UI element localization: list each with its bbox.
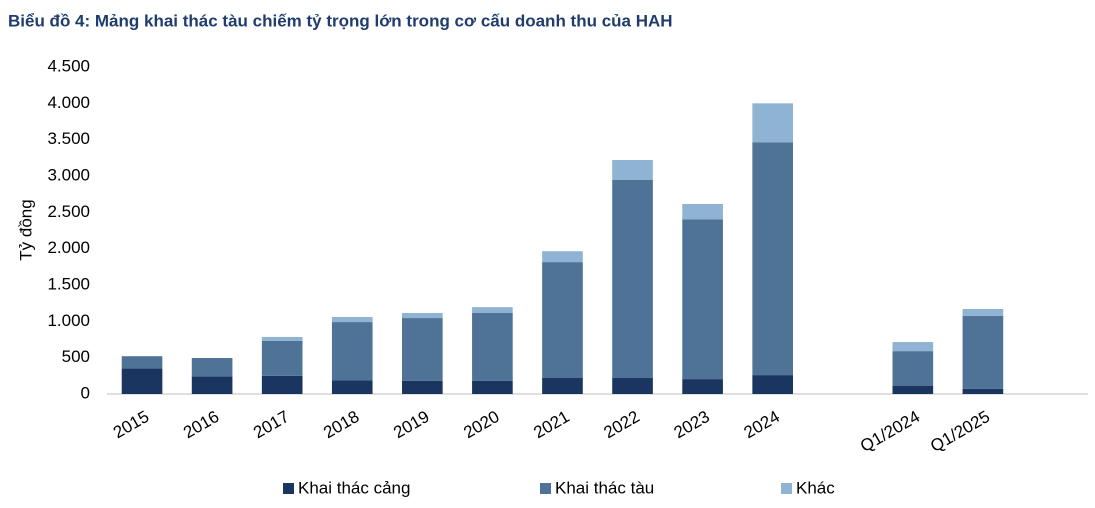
x-tick-label: 2018	[320, 407, 362, 442]
chart-title: Biểu đồ 4: Mảng khai thác tàu chiếm tỷ t…	[8, 11, 673, 30]
bar-segment	[261, 340, 303, 376]
legend-label: Khác	[796, 478, 835, 497]
y-axis-label: Tỷ đồng	[16, 199, 35, 260]
y-tick-label: 3.000	[47, 165, 90, 184]
bar-segment	[612, 378, 653, 394]
bar-segment	[752, 103, 793, 143]
bar-segment	[962, 315, 1004, 389]
x-tick-label: Q1/2024	[857, 407, 923, 456]
legend-label: Khai thác cảng	[298, 478, 410, 497]
y-tick-label: 0	[81, 383, 90, 402]
bar-segment	[261, 375, 303, 394]
bar-segment	[752, 375, 793, 394]
bar-segment	[542, 378, 583, 394]
bar-segment	[121, 368, 163, 394]
y-tick-label: 3.500	[47, 129, 90, 148]
y-tick-label: 1.000	[47, 311, 90, 330]
bar-segment	[261, 336, 303, 341]
bar-segment	[612, 160, 653, 180]
bar-segment	[472, 307, 513, 313]
x-tick-label: 2019	[390, 407, 432, 442]
bar-segment	[962, 308, 1004, 316]
bar-segment	[542, 262, 583, 379]
legend-swatch	[781, 483, 792, 494]
bar-segment	[892, 351, 934, 387]
bar-segment	[962, 388, 1004, 394]
y-tick-label: 2.500	[47, 202, 90, 221]
bar-segment	[472, 312, 513, 381]
bar-segment	[121, 356, 163, 369]
bar-segment	[191, 358, 233, 377]
y-tick-label: 4.500	[47, 56, 90, 75]
x-tick-label: 2023	[671, 407, 713, 442]
bar-segment	[682, 379, 723, 394]
x-tick-label: 2022	[601, 407, 643, 442]
bar-segment	[402, 318, 443, 381]
x-tick-label: Q1/2025	[927, 407, 993, 456]
bar-segment	[542, 251, 583, 263]
y-tick-label: 1.500	[47, 274, 90, 293]
x-tick-label: 2017	[250, 407, 292, 442]
x-tick-label: 2015	[110, 407, 152, 442]
bar-segment	[892, 386, 934, 394]
legend-swatch	[540, 483, 551, 494]
bar-segment	[402, 380, 443, 394]
y-tick-label: 4.000	[47, 93, 90, 112]
bar-segment	[612, 179, 653, 379]
y-tick-label: 2.000	[47, 238, 90, 257]
legend-swatch	[283, 483, 294, 494]
bar-segment	[892, 342, 934, 352]
bar-segment	[191, 376, 233, 394]
x-tick-label: 2021	[530, 407, 572, 442]
bar-segment	[682, 219, 723, 380]
x-tick-label: 2020	[460, 407, 502, 442]
bar-segment	[331, 316, 373, 323]
x-tick-label: 2024	[741, 407, 783, 442]
bar-segment	[402, 312, 443, 319]
y-tick-label: 500	[62, 347, 90, 366]
bar-segment	[331, 380, 373, 394]
bar-segment	[682, 203, 723, 220]
bar-segment	[331, 322, 373, 381]
bar-segment	[472, 380, 513, 394]
legend-label: Khai thác tàu	[555, 478, 654, 497]
x-tick-label: 2016	[180, 407, 222, 442]
bar-segment	[752, 142, 793, 376]
